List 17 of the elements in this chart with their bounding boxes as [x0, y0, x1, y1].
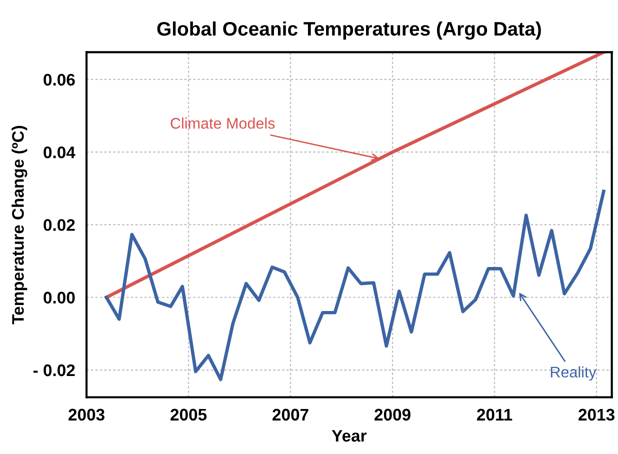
- x-tick-label: 2013: [578, 408, 614, 421]
- annotation: Reality: [550, 366, 596, 381]
- x-axis-title: Year: [332, 430, 367, 442]
- y-tick-label: 0.04: [44, 146, 76, 158]
- y-tick-label: 0.02: [44, 219, 75, 231]
- y-axis-title: Temperature Change (ºC): [12, 126, 28, 324]
- y-tick-label: 0.00: [44, 292, 75, 304]
- x-tick-label: 2009: [374, 408, 410, 421]
- x-tick-label: 2003: [68, 408, 104, 421]
- line-series: [104, 190, 606, 382]
- y-tick-label: 0.06: [44, 74, 75, 86]
- x-tick-label: 2005: [170, 408, 207, 421]
- x-tick-label: 2007: [272, 408, 308, 421]
- annotation: Climate Models: [170, 118, 275, 129]
- chart-title: Global Oceanic Temperatures (Argo Data): [157, 21, 541, 40]
- y-tick-label: - 0.02: [33, 364, 75, 376]
- x-tick-label: 2011: [477, 408, 512, 421]
